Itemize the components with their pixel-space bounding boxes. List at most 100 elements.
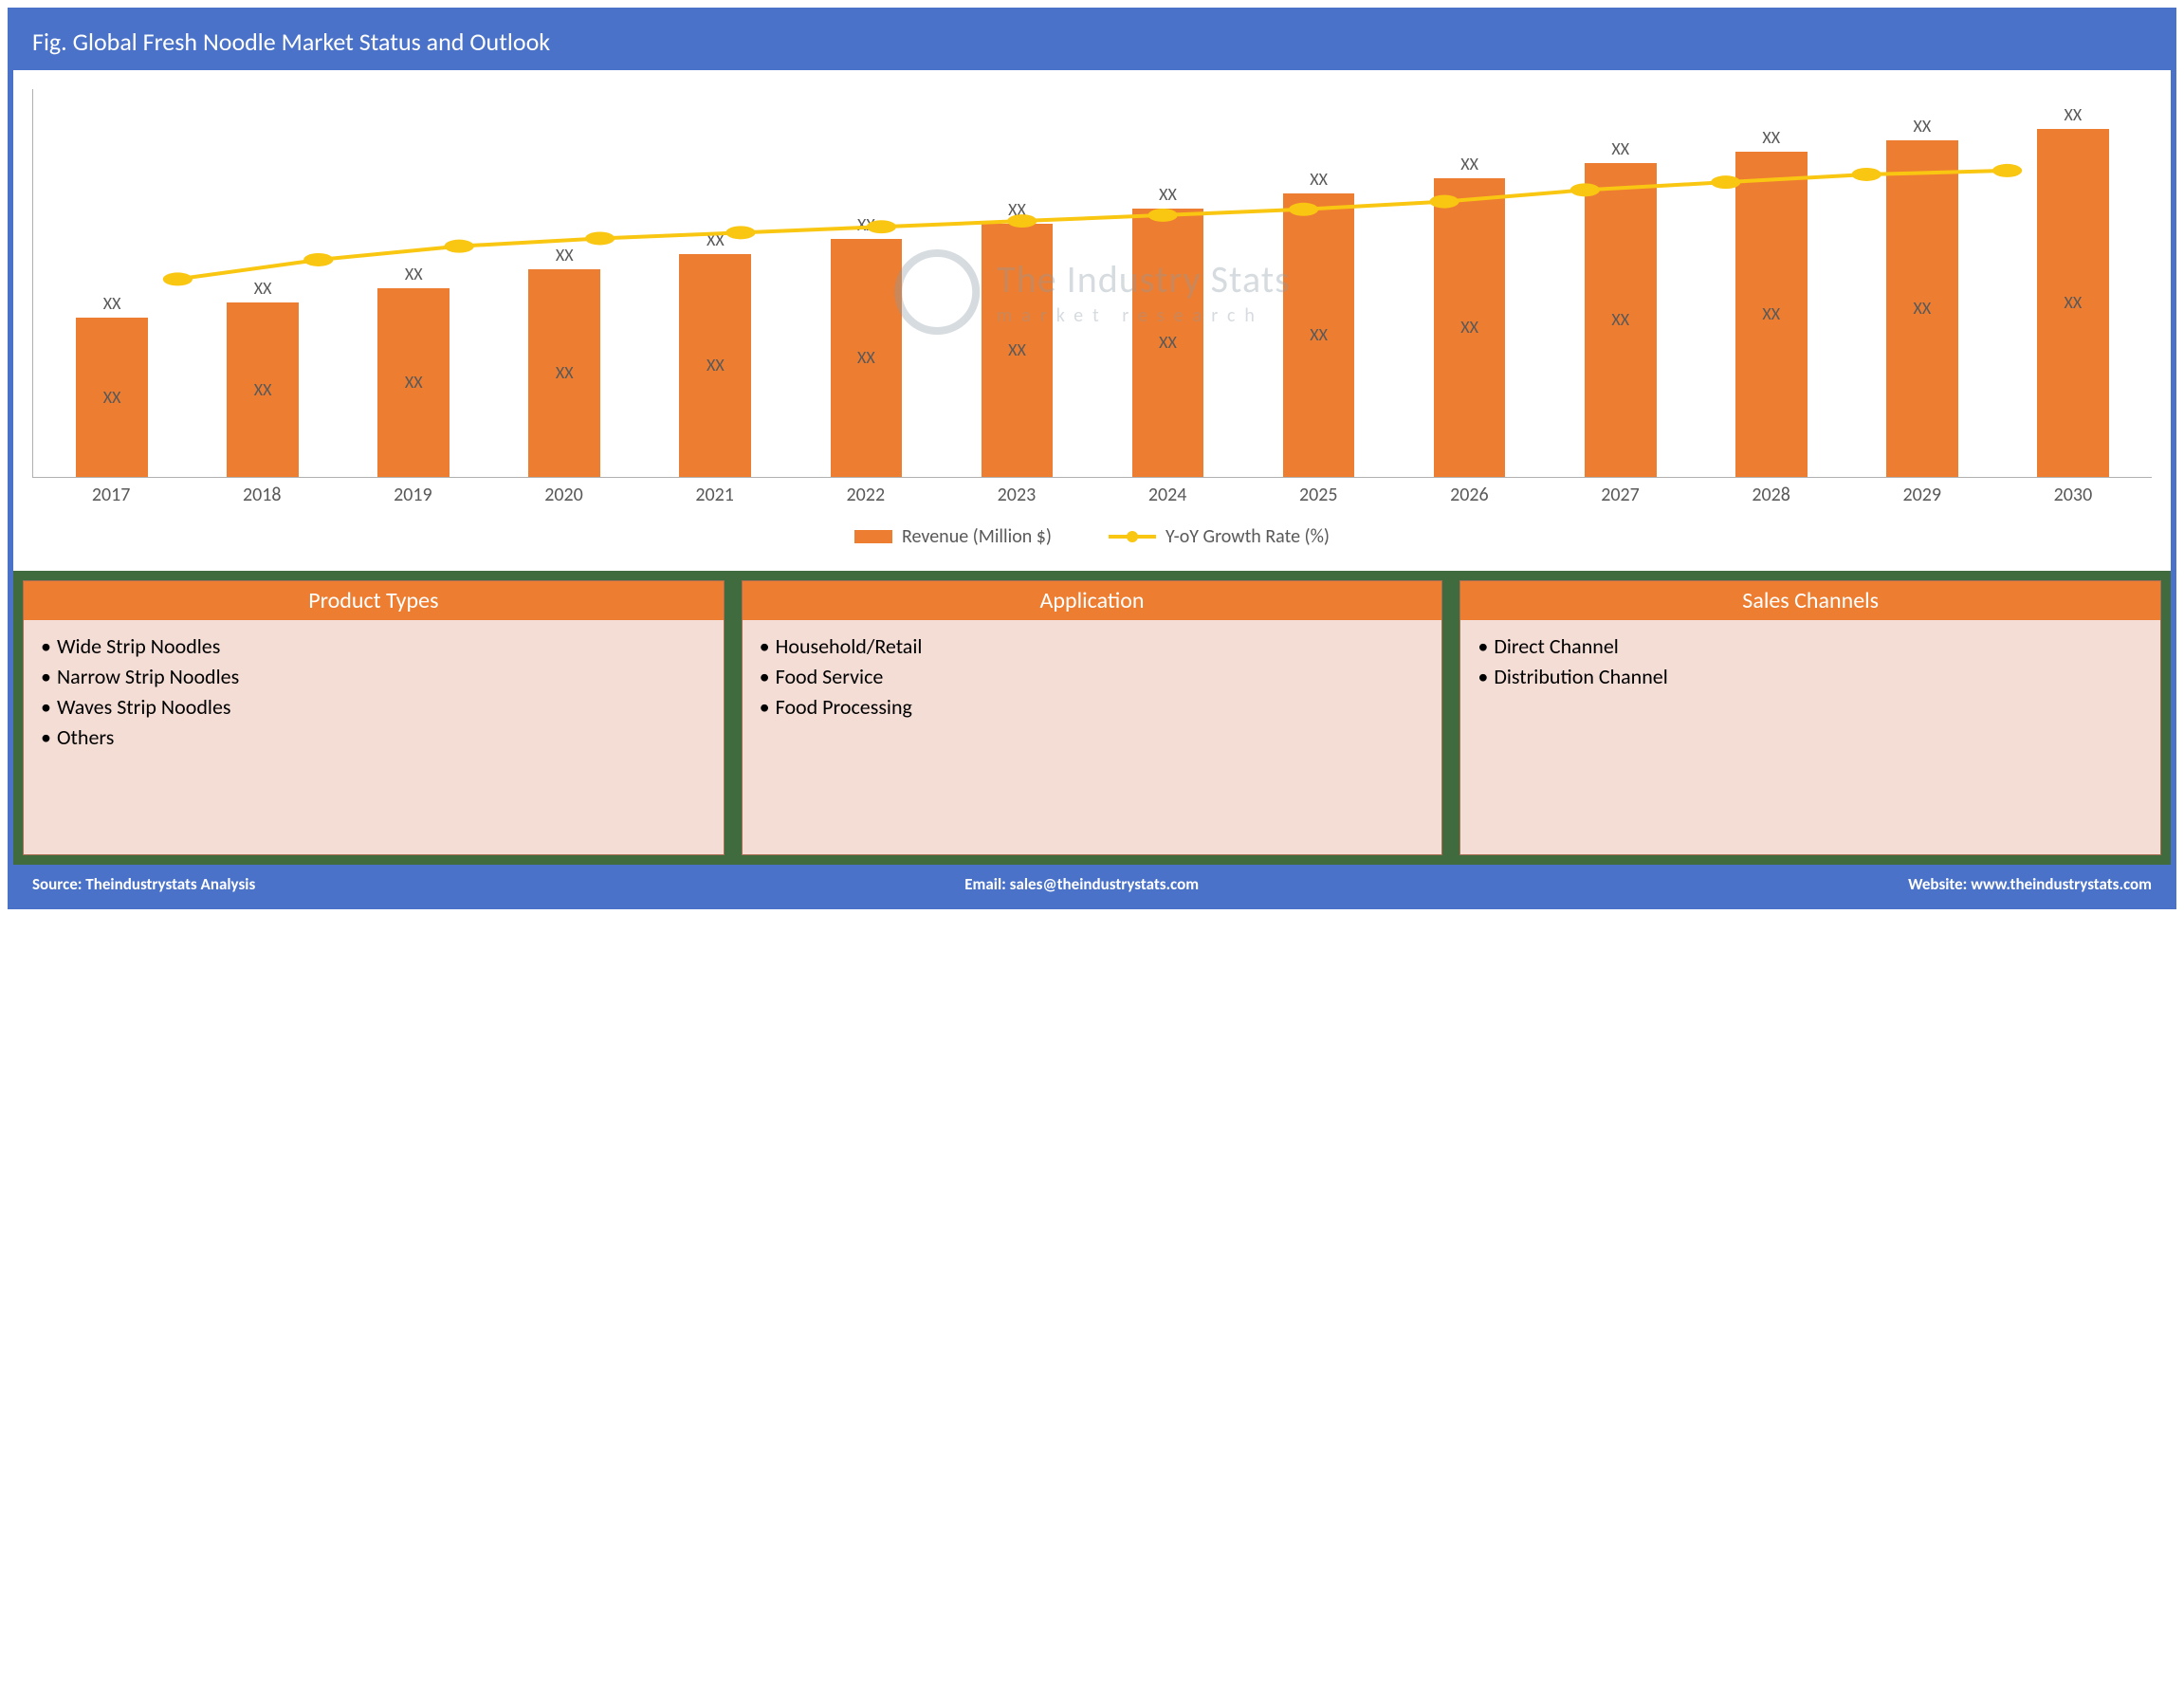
revenue-bar: XX bbox=[1735, 152, 1808, 477]
legend-growth-label: Y-oY Growth Rate (%) bbox=[1165, 525, 1330, 548]
revenue-bar: XX bbox=[1434, 178, 1506, 477]
x-axis: 2017 2018 2019 2020 2021 2022 2023 2024 2025 2026… bbox=[32, 478, 2152, 506]
bar-inner-label: XX bbox=[1460, 317, 1478, 338]
bar-inner-label: XX bbox=[2065, 292, 2083, 313]
bar-inner-label: XX bbox=[1159, 332, 1177, 353]
categories-band: Product TypesWide Strip NoodlesNarrow St… bbox=[13, 571, 2171, 865]
x-tick: 2029 bbox=[1863, 484, 1982, 506]
bar-top-label: XX bbox=[707, 229, 725, 250]
bar-col: XX XX bbox=[354, 99, 473, 477]
footer-website: Website: www.theindustrystats.com bbox=[1908, 874, 2152, 894]
category-item: Direct Channel bbox=[1477, 631, 2143, 662]
legend-revenue: Revenue (Million $) bbox=[854, 525, 1052, 548]
bar-top-label: XX bbox=[2065, 104, 2083, 125]
bar-top-label: XX bbox=[1310, 169, 1328, 190]
revenue-bar: XX bbox=[227, 302, 299, 477]
revenue-bar: XX bbox=[76, 318, 148, 477]
bar-top-label: XX bbox=[1159, 184, 1177, 205]
x-tick: 2024 bbox=[1108, 484, 1227, 506]
bar-inner-label: XX bbox=[857, 347, 875, 368]
footer-source: Source: Theindustrystats Analysis bbox=[32, 874, 255, 894]
bar-inner-label: XX bbox=[405, 372, 423, 393]
category-body: Household/RetailFood ServiceFood Process… bbox=[743, 620, 1442, 734]
bar-inner-label: XX bbox=[1611, 309, 1629, 330]
legend-line-swatch bbox=[1109, 530, 1156, 543]
bar-col: XX XX bbox=[203, 99, 322, 477]
x-tick: 2022 bbox=[806, 484, 926, 506]
category-item: Others bbox=[41, 722, 707, 753]
revenue-bar: XX bbox=[1132, 209, 1204, 477]
bar-inner-label: XX bbox=[254, 379, 272, 400]
bar-col: XX XX bbox=[1561, 99, 1680, 477]
chart-legend: Revenue (Million $) Y-oY Growth Rate (%) bbox=[32, 506, 2152, 561]
bar-top-label: XX bbox=[556, 245, 574, 265]
revenue-bar: XX bbox=[1886, 140, 1958, 477]
figure-title: Fig. Global Fresh Noodle Market Status a… bbox=[13, 13, 2171, 70]
category-body: Wide Strip NoodlesNarrow Strip NoodlesWa… bbox=[24, 620, 724, 764]
x-tick: 2017 bbox=[51, 484, 171, 506]
bar-top-label: XX bbox=[1762, 127, 1780, 148]
bar-top-label: XX bbox=[857, 214, 875, 235]
bar-col: XX XX bbox=[52, 99, 172, 477]
bar-col: XX XX bbox=[1108, 99, 1227, 477]
x-tick: 2020 bbox=[504, 484, 623, 506]
revenue-bar: XX bbox=[377, 288, 450, 478]
category-box: ApplicationHousehold/RetailFood ServiceF… bbox=[742, 580, 1443, 855]
category-item: Distribution Channel bbox=[1477, 662, 2143, 692]
bar-inner-label: XX bbox=[556, 362, 574, 383]
category-body: Direct ChannelDistribution Channel bbox=[1460, 620, 2160, 704]
revenue-bar: XX bbox=[528, 269, 600, 477]
bar-col: XX XX bbox=[2013, 99, 2133, 477]
footer-email: Email: sales@theindustrystats.com bbox=[964, 874, 1199, 894]
x-tick: 2021 bbox=[655, 484, 775, 506]
category-header: Product Types bbox=[24, 581, 724, 620]
bar-inner-label: XX bbox=[1913, 298, 1931, 319]
bar-col: XX XX bbox=[1712, 99, 1831, 477]
legend-growth: Y-oY Growth Rate (%) bbox=[1109, 525, 1330, 548]
bar-top-label: XX bbox=[254, 278, 272, 299]
revenue-bar: XX bbox=[831, 239, 903, 477]
bar-col: XXXX bbox=[1410, 99, 1530, 477]
bar-col: XX XX bbox=[655, 99, 775, 477]
legend-revenue-label: Revenue (Million $) bbox=[902, 525, 1052, 548]
x-tick: 2026 bbox=[1409, 484, 1529, 506]
x-tick: 2027 bbox=[1560, 484, 1679, 506]
revenue-bar: XX bbox=[1585, 163, 1657, 477]
footer-bar: Source: Theindustrystats Analysis Email:… bbox=[13, 865, 2171, 904]
revenue-bar: XX bbox=[679, 254, 751, 477]
x-tick: 2019 bbox=[353, 484, 472, 506]
bar-inner-label: XX bbox=[1008, 339, 1026, 360]
bar-top-label: XX bbox=[1913, 116, 1931, 137]
category-box: Sales ChannelsDirect ChannelDistribution… bbox=[1459, 580, 2161, 855]
revenue-bar: XX bbox=[982, 224, 1054, 477]
revenue-bar: XX bbox=[2037, 129, 2109, 477]
bar-col: XX XX bbox=[1863, 99, 1982, 477]
bar-top-label: XX bbox=[103, 293, 121, 314]
category-item: Food Service bbox=[760, 662, 1425, 692]
x-tick: 2030 bbox=[2013, 484, 2133, 506]
watermark: The Industry Stats market research bbox=[894, 249, 1291, 335]
bar-top-label: XX bbox=[1611, 138, 1629, 159]
bar-top-label: XX bbox=[1008, 199, 1026, 220]
chart-area: XX XX XX XX XX XX XX XX XX XX XX XX XX XX XX XX XX XX XX XX… bbox=[13, 70, 2171, 571]
bar-col: XX XX bbox=[505, 99, 624, 477]
growth-line bbox=[33, 89, 2152, 477]
category-box: Product TypesWide Strip NoodlesNarrow St… bbox=[23, 580, 725, 855]
category-item: Household/Retail bbox=[760, 631, 1425, 662]
bar-col: XX XX bbox=[1259, 99, 1379, 477]
category-item: Wide Strip Noodles bbox=[41, 631, 707, 662]
x-tick: 2025 bbox=[1258, 484, 1378, 506]
bar-inner-label: XX bbox=[103, 387, 121, 408]
category-item: Waves Strip Noodles bbox=[41, 692, 707, 722]
category-header: Application bbox=[743, 581, 1442, 620]
x-tick: 2023 bbox=[957, 484, 1076, 506]
x-tick: 2018 bbox=[202, 484, 321, 506]
revenue-bar: XX bbox=[1283, 193, 1355, 477]
bar-inner-label: XX bbox=[707, 355, 725, 375]
bar-col: XX XX bbox=[806, 99, 926, 477]
plot-area: XX XX XX XX XX XX XX XX XX XX XX XX XX XX XX XX XX XX XX XX… bbox=[32, 89, 2152, 478]
legend-bar-swatch bbox=[854, 530, 892, 543]
category-item: Food Processing bbox=[760, 692, 1425, 722]
bar-inner-label: XX bbox=[1762, 303, 1780, 324]
bar-top-label: XX bbox=[405, 264, 423, 284]
